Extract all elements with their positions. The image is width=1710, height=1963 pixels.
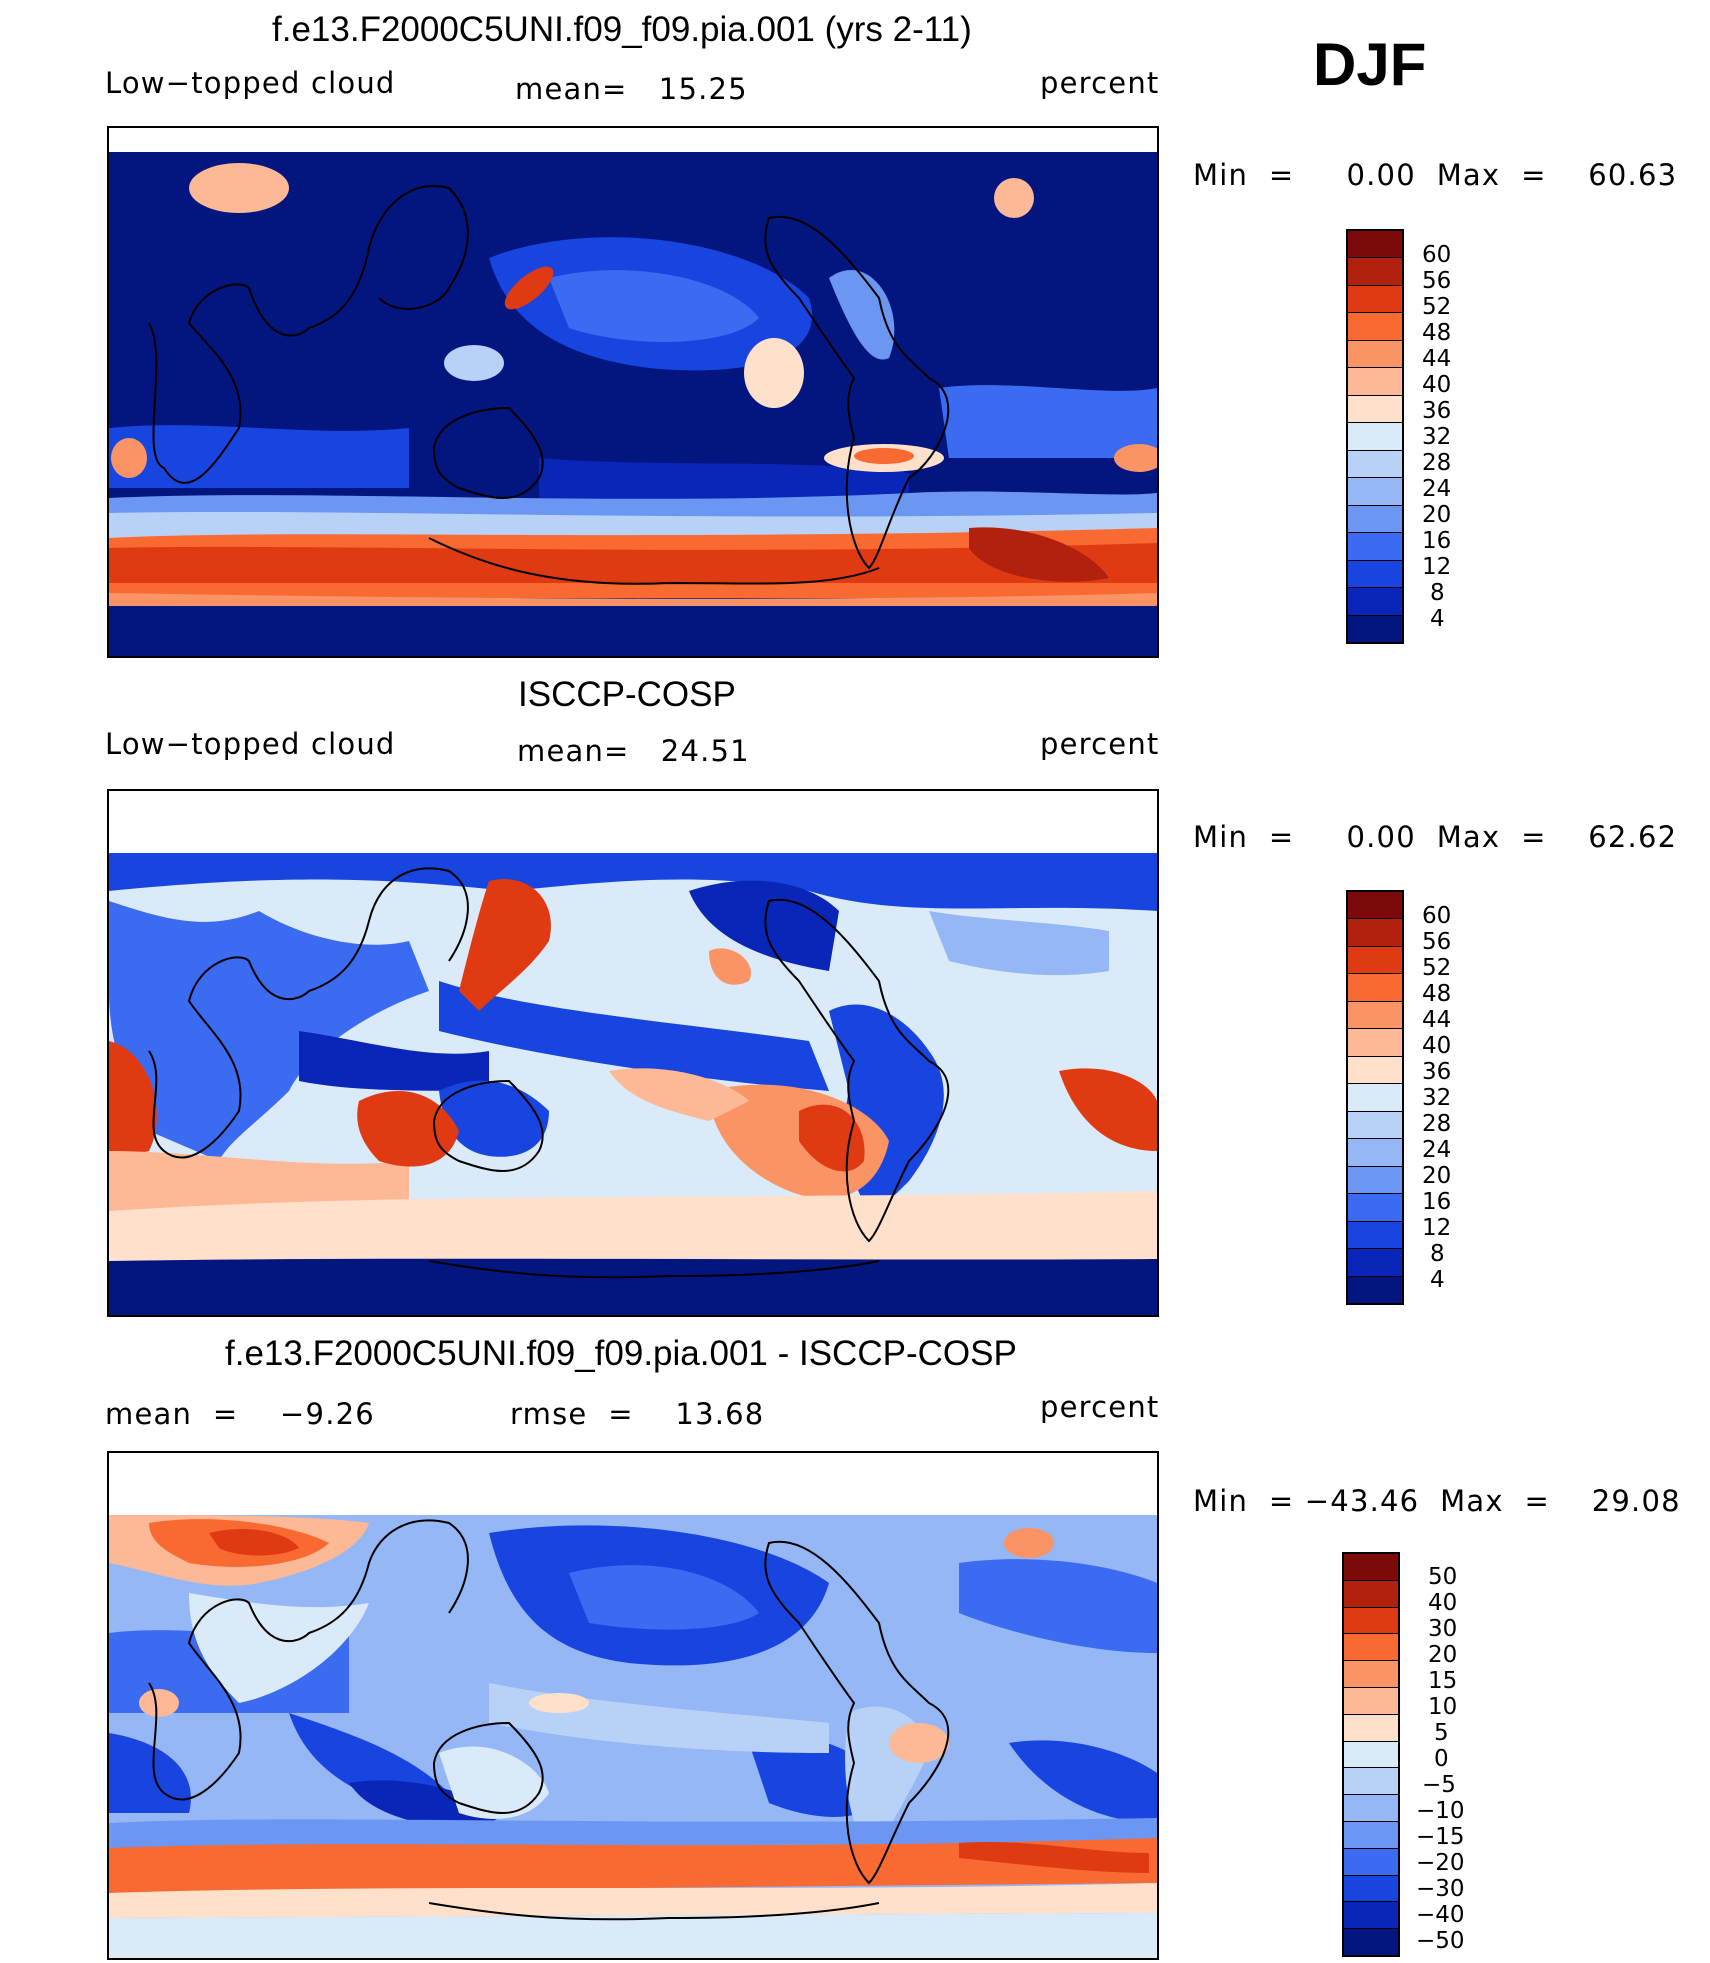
colorbar-tick: 8 — [1430, 580, 1445, 606]
colorbar-tick: 16 — [1422, 528, 1452, 554]
panel2-mean-label: mean= 24.51 — [517, 734, 750, 768]
colorbar-tick: −5 — [1422, 1772, 1456, 1798]
panel3-units-label: percent — [1040, 1390, 1160, 1424]
colorbar-tick: 56 — [1422, 268, 1452, 294]
panel3-map-field — [109, 1453, 1157, 1958]
colorbar-tick: 32 — [1422, 424, 1452, 450]
colorbar-tick: 20 — [1422, 502, 1452, 528]
colorbar-tick: 48 — [1422, 320, 1452, 346]
colorbar-tick: 48 — [1422, 981, 1452, 1007]
panel2-units-label: percent — [1040, 727, 1160, 761]
panel2-minmax-label: Min = 0.00 Max = 62.62 — [1193, 820, 1678, 854]
colorbar-tick: 15 — [1428, 1668, 1458, 1694]
colorbar-tick: 8 — [1430, 1241, 1445, 1267]
panel2-colorbar — [1346, 890, 1404, 1305]
panel1-map — [107, 126, 1159, 658]
colorbar-tick: 40 — [1428, 1590, 1458, 1616]
colorbar-tick: 12 — [1422, 554, 1452, 580]
panel3-mean-label: mean = −9.26 — [105, 1397, 375, 1431]
panel1-minmax-label: Min = 0.00 Max = 60.63 — [1193, 158, 1678, 192]
colorbar-tick: 5 — [1434, 1720, 1449, 1746]
panel1-title: f.e13.F2000C5UNI.f09_f09.pia.001 (yrs 2-… — [272, 10, 972, 49]
panel3-minmax-label: Min = −43.46 Max = 29.08 — [1193, 1484, 1681, 1518]
colorbar-tick: 50 — [1428, 1564, 1458, 1590]
colorbar-tick: 4 — [1430, 606, 1445, 632]
colorbar-tick: 10 — [1428, 1694, 1458, 1720]
panel1-units-label: percent — [1040, 66, 1160, 100]
colorbar-tick: −10 — [1416, 1798, 1465, 1824]
panel3-title: f.e13.F2000C5UNI.f09_f09.pia.001 - ISCCP… — [225, 1334, 1017, 1373]
colorbar-tick: 32 — [1422, 1085, 1452, 1111]
panel1-colorbar — [1346, 229, 1404, 644]
colorbar-tick: −20 — [1416, 1850, 1465, 1876]
colorbar-tick: 60 — [1422, 242, 1452, 268]
colorbar-tick: 40 — [1422, 1033, 1452, 1059]
colorbar-tick: 30 — [1428, 1616, 1458, 1642]
panel1-mean-label: mean= 15.25 — [515, 72, 748, 106]
colorbar-tick: −15 — [1416, 1824, 1465, 1850]
colorbar-tick: 24 — [1422, 1137, 1452, 1163]
panel1-map-field — [109, 128, 1157, 656]
colorbar-tick: 56 — [1422, 929, 1452, 955]
colorbar-tick: 60 — [1422, 903, 1452, 929]
colorbar-tick: −30 — [1416, 1876, 1465, 1902]
colorbar-tick: 0 — [1434, 1746, 1449, 1772]
panel2-map-field — [109, 791, 1157, 1315]
panel3-colorbar — [1342, 1552, 1400, 1957]
panel2-map — [107, 789, 1159, 1317]
colorbar-tick: 4 — [1430, 1267, 1445, 1293]
colorbar-tick: 52 — [1422, 294, 1452, 320]
colorbar-tick: 20 — [1428, 1642, 1458, 1668]
colorbar-tick: −50 — [1416, 1928, 1465, 1954]
colorbar-tick: 36 — [1422, 1059, 1452, 1085]
panel3-rmse-label: rmse = 13.68 — [510, 1397, 765, 1431]
colorbar-tick: 44 — [1422, 346, 1452, 372]
colorbar-tick: 20 — [1422, 1163, 1452, 1189]
colorbar-tick: 28 — [1422, 1111, 1452, 1137]
season-label: DJF — [1313, 31, 1427, 98]
colorbar-tick: 52 — [1422, 955, 1452, 981]
colorbar-tick: 16 — [1422, 1189, 1452, 1215]
colorbar-tick: 12 — [1422, 1215, 1452, 1241]
colorbar-tick: 36 — [1422, 398, 1452, 424]
colorbar-tick: 40 — [1422, 372, 1452, 398]
panel2-variable-label: Low−topped cloud — [105, 727, 396, 761]
colorbar-tick: 24 — [1422, 476, 1452, 502]
colorbar-tick: 44 — [1422, 1007, 1452, 1033]
panel3-map — [107, 1451, 1159, 1960]
colorbar-tick: 28 — [1422, 450, 1452, 476]
panel1-variable-label: Low−topped cloud — [105, 66, 396, 100]
colorbar-tick: −40 — [1416, 1902, 1465, 1928]
panel2-title: ISCCP-COSP — [518, 675, 736, 714]
